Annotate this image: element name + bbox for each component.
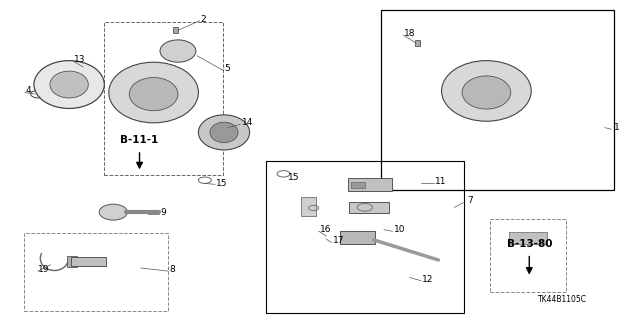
Ellipse shape	[50, 71, 88, 98]
Text: B-11-1: B-11-1	[120, 135, 159, 145]
Ellipse shape	[129, 78, 178, 111]
Text: 15: 15	[216, 179, 228, 188]
Text: 17: 17	[333, 236, 344, 245]
Ellipse shape	[462, 76, 511, 109]
Text: 9: 9	[160, 208, 166, 217]
Bar	[301, 197, 316, 216]
Text: 8: 8	[170, 265, 175, 274]
Bar	[490, 219, 566, 292]
Bar	[266, 161, 464, 313]
Text: 4: 4	[26, 86, 31, 95]
Ellipse shape	[109, 62, 198, 123]
Bar	[415, 40, 420, 46]
Text: 2: 2	[200, 15, 206, 24]
Text: B-13-80: B-13-80	[506, 239, 552, 249]
Bar	[348, 178, 392, 191]
Ellipse shape	[442, 61, 531, 121]
Text: 19: 19	[38, 265, 50, 274]
Bar	[67, 256, 77, 267]
Ellipse shape	[160, 40, 196, 62]
Bar	[173, 27, 178, 33]
Text: 14: 14	[242, 118, 253, 127]
Bar	[71, 257, 106, 266]
Bar	[381, 10, 614, 190]
Bar	[509, 232, 547, 244]
Text: 16: 16	[320, 225, 332, 234]
Text: 13: 13	[74, 55, 85, 63]
Bar	[104, 22, 223, 175]
Text: 15: 15	[288, 173, 300, 182]
Text: 12: 12	[422, 275, 434, 284]
Text: 5: 5	[224, 64, 230, 73]
Bar	[349, 202, 389, 213]
Text: 11: 11	[435, 177, 447, 186]
Ellipse shape	[210, 122, 238, 143]
Ellipse shape	[198, 115, 250, 150]
Bar	[24, 233, 168, 311]
Text: 10: 10	[394, 225, 405, 234]
Text: 7: 7	[467, 197, 473, 205]
Text: 1: 1	[614, 123, 620, 132]
Text: 18: 18	[404, 29, 415, 38]
Bar	[340, 231, 375, 244]
Bar	[351, 182, 365, 188]
Ellipse shape	[99, 204, 127, 220]
Text: TK44B1105C: TK44B1105C	[538, 295, 587, 304]
Ellipse shape	[34, 61, 104, 108]
